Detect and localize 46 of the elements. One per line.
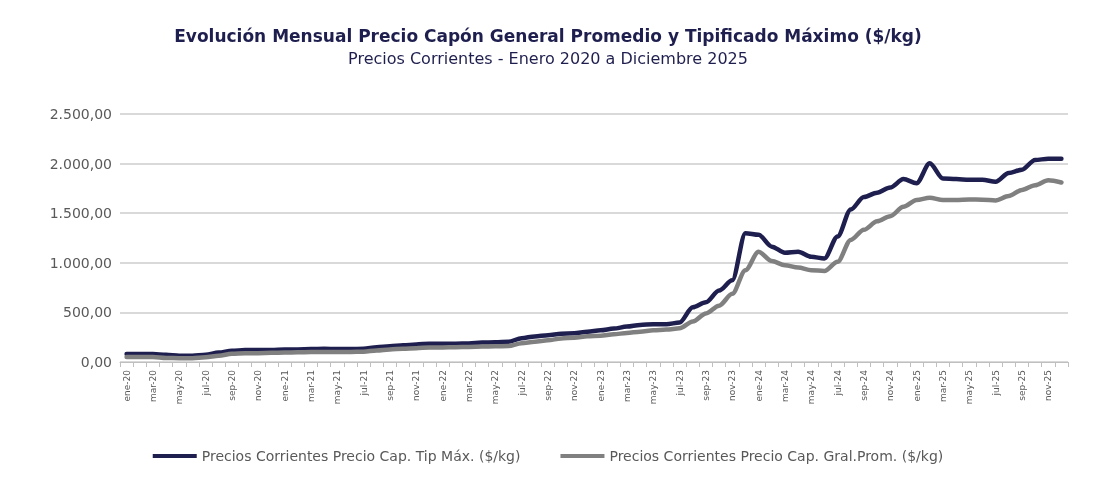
x-tick-label: ene-20 (121, 369, 132, 402)
x-tick-label: mar-24 (779, 369, 790, 403)
x-tick-label: may-23 (648, 370, 659, 405)
x-tick-label: sep-24 (858, 369, 869, 401)
y-tick-label: 0,00 (80, 354, 112, 370)
x-tick-label: mar-23 (621, 370, 632, 403)
x-tick-label: jul-22 (516, 370, 527, 397)
x-tick-label: mar-22 (463, 370, 474, 403)
x-tick-label: mar-21 (305, 370, 316, 403)
x-tick-label: sep-25 (1016, 370, 1027, 401)
x-tick-label: jul-24 (832, 369, 843, 397)
x-tick-label: nov-21 (411, 370, 422, 401)
x-tick-label: nov-22 (569, 370, 580, 401)
x-tick-label: sep-21 (384, 370, 395, 401)
x-tick-label: ene-23 (595, 370, 606, 402)
y-tick-label: 500,00 (63, 304, 112, 321)
x-tick-label: nov-20 (253, 369, 264, 401)
x-tick-label: may-21 (332, 370, 343, 405)
legend-label: Precios Corrientes Precio Cap. Gral.Prom. ($/kg) (609, 448, 944, 464)
x-tick-label: sep-23 (700, 370, 711, 401)
x-tick-label: jul-23 (674, 370, 685, 397)
x-tick-label: jul-21 (358, 370, 369, 397)
x-tick-label: ene-21 (279, 370, 290, 402)
x-tick-label: jul-20 (200, 369, 211, 397)
x-tick-label: sep-20 (226, 369, 237, 401)
x-tick-label: may-22 (490, 370, 501, 405)
x-tick-label: may-20 (174, 369, 185, 405)
chart-title: Evolución Mensual Precio Capón General Promedio y Tipificado Máximo ($/kg) (174, 25, 922, 46)
x-tick-label: nov-25 (1043, 370, 1054, 401)
y-tick-label: 2.000,00 (49, 155, 112, 172)
y-tick-label: 1.500,00 (49, 205, 112, 222)
x-tick-label: mar-20 (147, 369, 158, 403)
x-tick-label: may-24 (806, 369, 817, 405)
x-tick-label: may-25 (964, 370, 975, 405)
x-tick-label: ene-25 (911, 370, 922, 402)
x-tick-label: nov-24 (885, 369, 896, 401)
chart-subtitle: Precios Corrientes - Enero 2020 a Diciembre 2025 (348, 48, 748, 68)
y-tick-label: 2.500,00 (49, 106, 112, 122)
y-tick-label: 1.000,00 (49, 254, 112, 271)
x-tick-label: sep-22 (542, 370, 553, 401)
x-tick-label: mar-25 (937, 370, 948, 403)
x-tick-label: jul-25 (990, 370, 1001, 397)
x-tick-label: ene-22 (437, 370, 448, 402)
x-tick-label: nov-23 (727, 370, 738, 401)
legend-label: Precios Corrientes Precio Cap. Tip Máx. ($/kg) (201, 448, 521, 464)
x-tick-label: ene-24 (753, 369, 764, 402)
